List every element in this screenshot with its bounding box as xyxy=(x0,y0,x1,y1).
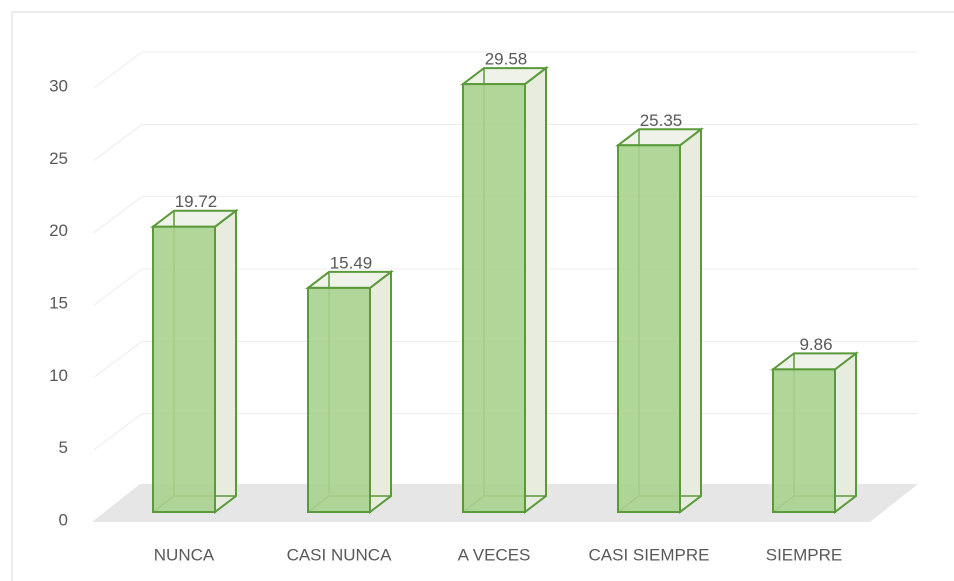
x-tick-label: SIEMPRE xyxy=(766,545,843,564)
grid-line-side xyxy=(93,123,143,161)
bar xyxy=(460,66,549,515)
value-label: 9.86 xyxy=(799,335,832,354)
y-tick-label: 5 xyxy=(59,438,68,457)
grid-line-side xyxy=(93,413,143,451)
value-label: 29.58 xyxy=(485,50,528,69)
y-tick-label: 30 xyxy=(49,76,68,95)
y-tick-label: 15 xyxy=(49,293,68,312)
grid-line-side xyxy=(93,196,143,234)
bar xyxy=(305,269,394,515)
bar xyxy=(615,127,704,515)
y-tick-label: 10 xyxy=(49,366,68,385)
y-tick-label: 20 xyxy=(49,221,68,240)
y-tick-label: 0 xyxy=(59,510,68,529)
value-label: 25.35 xyxy=(640,111,683,130)
x-tick-label: NUNCA xyxy=(154,545,215,564)
x-tick-label: A VECES xyxy=(458,545,531,564)
x-tick-label: CASI NUNCA xyxy=(287,545,393,564)
value-label: 19.72 xyxy=(175,192,218,211)
x-tick-label: CASI SIEMPRE xyxy=(589,545,710,564)
y-tick-label: 25 xyxy=(49,149,68,168)
grid-line-side xyxy=(93,51,143,89)
bar xyxy=(150,208,239,515)
grid-line-side xyxy=(93,340,143,378)
chart-border xyxy=(11,11,954,581)
value-label: 15.49 xyxy=(330,253,373,272)
grid-line-side xyxy=(93,268,143,306)
bar xyxy=(770,351,859,515)
